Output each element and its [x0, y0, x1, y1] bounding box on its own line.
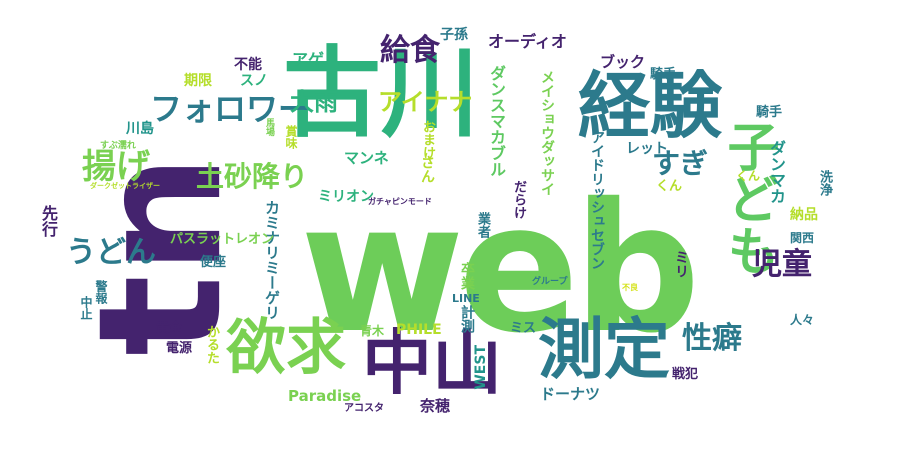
word-gyosha: 卒業 — [459, 262, 475, 290]
word-idolish: アイドリッシュセブン — [589, 130, 605, 270]
word-dengen: 電源 — [166, 341, 193, 356]
word-furukawa: 古川 — [283, 37, 480, 151]
word-pasurat: パスラットレオン — [170, 232, 275, 247]
word-dark-z: ダークゼットライザー — [90, 182, 160, 190]
word-dansumakaburu: ダンスマカブル — [487, 65, 506, 177]
word-senjo: 洗浄 — [817, 170, 832, 196]
word-akosuta: アコスタ — [344, 403, 384, 414]
word-shomi: おまけ — [420, 120, 435, 159]
word-million: ミリオン — [318, 189, 374, 205]
word-naho: 奈穂 — [420, 397, 451, 415]
word-paradise: Paradise — [288, 387, 362, 405]
word-danmaka: ダンマカ — [767, 140, 786, 204]
word-follower: フォロワー — [150, 90, 311, 128]
word-jido: 児童 — [752, 247, 812, 282]
word-ageha: アゲハ — [292, 50, 340, 69]
word-darake: レット — [626, 141, 668, 157]
word-benza: 便座 — [200, 255, 227, 270]
word-baba: 馬場 — [264, 118, 274, 136]
word-gachapin-h: ガチャピンモード — [368, 197, 432, 206]
word-book: ブック — [600, 53, 646, 71]
word-kansai: 関西 — [790, 231, 815, 245]
word-kawashima: 川島 — [126, 121, 154, 137]
word-line: LINE — [452, 292, 480, 305]
word-mill: ミリ — [673, 250, 689, 278]
word-group: グループ — [532, 277, 568, 287]
word-age: 揚げ — [82, 147, 150, 187]
word-kodomo: 子ども — [718, 120, 778, 276]
word-ogon: 黄金 — [156, 321, 183, 336]
word-phile: PHILE — [396, 322, 442, 338]
word-karuta: かるた — [204, 325, 219, 364]
word-senko: 先行 — [39, 205, 58, 237]
word-ainana: アイナナ — [378, 88, 473, 116]
word-keisoku: 計測 — [459, 305, 475, 333]
word-web: web — [300, 165, 701, 372]
word-keiken: 経験 — [578, 64, 723, 148]
word-kankoku: 業者 — [475, 212, 490, 238]
word-meisho: メイショウダッサイ — [539, 70, 555, 196]
word-nakayama: 中山 — [362, 322, 502, 404]
word-udon: うどん — [66, 235, 156, 270]
word-san: だらけ — [511, 180, 526, 219]
word-zubunure: すぶ濡れ — [100, 141, 136, 151]
word-misu: ミス — [510, 321, 537, 336]
word-ooame: 大雨 — [290, 88, 338, 116]
word-yokkyu: 欲求 — [226, 313, 346, 383]
word-sotsugyo: 賞味 — [284, 125, 298, 149]
word-senpan: 戦犯 — [672, 367, 699, 382]
word-audio: オーディオ — [488, 32, 567, 51]
word-funo: 不能 — [234, 57, 262, 73]
word-doshaburi: 土砂降り — [196, 160, 309, 193]
word-onsui-h: 騎手 — [756, 105, 783, 120]
word-kyushoku: 給食 — [380, 33, 440, 68]
word-chushi: 中止 — [79, 296, 93, 320]
word-kun: くん — [736, 169, 761, 183]
word-west: WEST — [473, 345, 489, 390]
word-hitobito-h: 人々 — [790, 313, 815, 327]
word-donut: ドーナツ — [540, 385, 601, 403]
word-seiheki: 性癖 — [682, 321, 742, 356]
word-kishu: 騎手 — [650, 67, 677, 82]
word-keiho: 警報 — [94, 280, 108, 304]
word-furyo: 不良 — [622, 283, 638, 292]
word-let: くん — [656, 179, 683, 194]
word-nohin: 納品 — [790, 207, 818, 223]
word-kaminari: カミナリミーゲリ — [263, 200, 281, 320]
word-aoki: 青木 — [360, 324, 385, 338]
word-kigen: 期限 — [184, 73, 212, 89]
word-manne: マンネ — [344, 149, 389, 167]
word-suno: スノ — [240, 73, 268, 89]
word-sugi: すぎ — [652, 147, 709, 180]
word-omake: さん — [419, 155, 435, 183]
word-shison: 子孫 — [440, 27, 468, 43]
word-sokutei: 測定 — [538, 311, 670, 388]
